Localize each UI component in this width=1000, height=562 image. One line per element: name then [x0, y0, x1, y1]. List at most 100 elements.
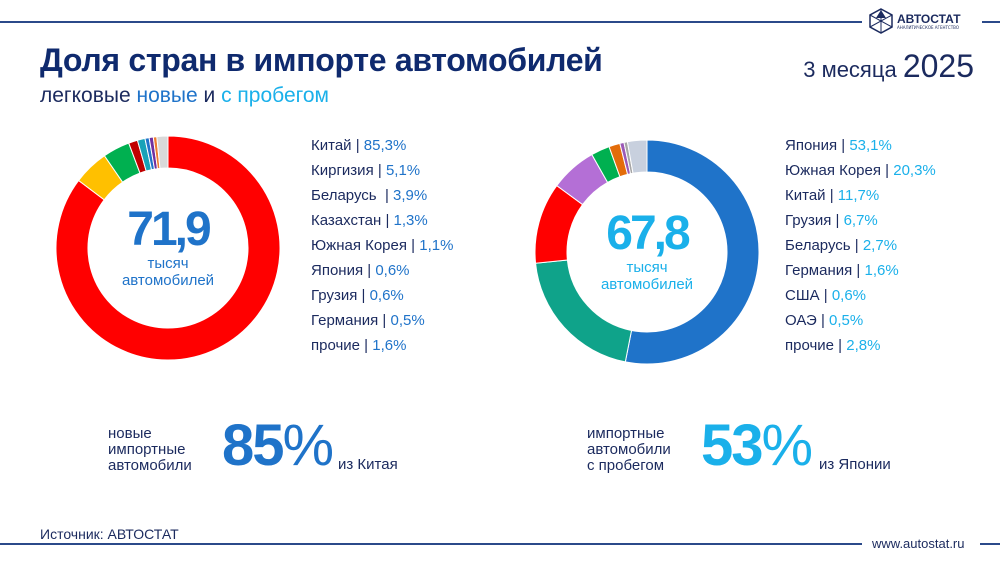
legend-country: Грузия	[785, 212, 832, 229]
legend-country: Южная Корея	[785, 162, 881, 179]
highlight-label-line: автомобили	[108, 457, 192, 474]
legend-item: Китай | 85,3%	[311, 133, 453, 158]
legend-separator: |	[373, 162, 386, 179]
legend-country: Япония	[785, 137, 838, 154]
total-unit-2: автомобилей	[600, 276, 694, 293]
source-note: Источник: АВТОСТАТ	[40, 526, 179, 542]
legend-country: Южная Корея	[311, 237, 407, 254]
brand-name: АВТОСТАТ	[897, 11, 961, 26]
brand-tagline: АНАЛИТИЧЕСКОЕ АГЕНТСТВО	[897, 24, 960, 30]
legend-item: Германия | 1,6%	[785, 258, 936, 283]
highlight-label-line: автомобили	[587, 441, 671, 458]
legend-country: Китай	[311, 137, 352, 154]
legend-item: Грузия | 0,6%	[311, 283, 453, 308]
legend-separator: |	[837, 137, 850, 154]
legend-value: 53,1%	[849, 137, 892, 154]
legend-item: ОАЭ | 0,5%	[785, 308, 936, 333]
highlight-label-line: с пробегом	[587, 457, 665, 474]
legend-country: прочие	[311, 337, 361, 354]
legend-country: Германия	[785, 262, 853, 279]
highlight-value: 53	[701, 413, 763, 478]
highlight-value: 85	[222, 413, 284, 478]
total-value: 67,8	[606, 207, 690, 260]
subtitle-new: новые	[136, 84, 198, 107]
donut-slice	[156, 135, 169, 169]
legend-country: Япония	[311, 262, 364, 279]
total-unit-1: тысяч	[626, 259, 668, 276]
legend-separator: |	[351, 137, 364, 154]
legend-value: 0,5%	[390, 312, 425, 329]
period: 3 месяца 2025	[803, 48, 974, 85]
top-rule	[0, 21, 862, 23]
donut-center-used: 67,8 тысяч автомобилей	[567, 207, 727, 294]
legend-item: Беларусь | 3,9%	[311, 183, 453, 208]
legend-country: Германия	[311, 312, 379, 329]
legend-value: 5,1%	[385, 162, 421, 179]
legend-item: Южная Корея | 20,3%	[785, 158, 936, 183]
legend-item: Киргизия | 5,1%	[311, 158, 453, 183]
subtitle-prefix: легковые	[40, 84, 137, 107]
legend-value: 2,7%	[862, 237, 898, 254]
legend-value: 1,1%	[419, 237, 454, 254]
highlight-from: из Японии	[819, 456, 891, 473]
total-value: 71,9	[127, 203, 211, 256]
highlight-label-line: импортные	[108, 441, 186, 458]
period-label: 3 месяца	[803, 57, 897, 82]
legend-item: Япония | 53,1%	[785, 133, 936, 158]
legend-value: 1,3%	[393, 212, 428, 229]
donut-slice	[55, 135, 281, 361]
subtitle-mid: и	[197, 84, 222, 107]
legend-value: 1,6%	[864, 262, 899, 279]
legend-country: прочие	[785, 337, 835, 354]
highlight-label-line: новые	[108, 425, 152, 442]
top-rule-end	[982, 21, 1000, 23]
legend-item: Беларусь | 2,7%	[785, 233, 936, 258]
legend-value: 2,8%	[846, 337, 881, 354]
highlight-from: из Китая	[338, 456, 398, 473]
legend-separator: |	[378, 312, 391, 329]
legend-item: Китай | 11,7%	[785, 183, 936, 208]
legend-item: США | 0,6%	[785, 283, 936, 308]
legend-country: Китай	[785, 187, 826, 204]
legend-separator: |	[363, 262, 376, 279]
legend-item: Германия | 0,5%	[311, 308, 453, 333]
legend-separator: |	[380, 187, 394, 204]
highlight-unit: %	[282, 413, 335, 478]
legend-country: Киргизия	[311, 162, 374, 179]
legend-used: Япония | 53,1% Южная Корея | 20,3% Китай |…	[785, 133, 936, 358]
highlight-percent: 85%	[222, 412, 335, 479]
website-link[interactable]: www.autostat.ru	[872, 536, 965, 551]
legend-separator: |	[357, 287, 370, 304]
bottom-rule	[0, 543, 862, 545]
highlight-percent: 53%	[701, 412, 814, 479]
legend-separator: |	[816, 312, 830, 329]
autostat-logo: АВТОСТАТ АНАЛИТИЧЕСКОЕ АГЕНТСТВО	[868, 8, 961, 34]
legend-item: прочие | 2,8%	[785, 333, 936, 358]
page-title: Доля стран в импорте автомобилей	[40, 42, 603, 78]
donut-chart-used	[534, 139, 760, 365]
highlight-unit: %	[761, 413, 814, 478]
legend-country: Беларусь	[311, 187, 381, 204]
legend-item: Южная Корея | 1,1%	[311, 233, 453, 258]
legend-new: Китай | 85,3% Киргизия | 5,1% Беларусь | 3…	[311, 133, 453, 358]
legend-value: 11,7%	[837, 187, 880, 204]
legend-value: 0,6%	[375, 262, 410, 279]
donut-slice	[624, 139, 760, 365]
legend-country: Казахстан	[311, 212, 382, 229]
legend-separator: |	[407, 237, 420, 254]
legend-country: США	[785, 287, 820, 304]
legend-separator: |	[360, 337, 373, 354]
legend-value: 3,9%	[393, 187, 428, 204]
subtitle-used: с пробегом	[221, 84, 329, 107]
legend-value: 85,3%	[363, 137, 407, 154]
legend-item: Грузия | 6,7%	[785, 208, 936, 233]
legend-value: 1,6%	[372, 337, 407, 354]
legend-separator: |	[881, 162, 894, 179]
legend-separator: |	[852, 262, 865, 279]
legend-country: Беларусь	[785, 237, 851, 254]
legend-item: Япония | 0,6%	[311, 258, 453, 283]
legend-country: Грузия	[311, 287, 358, 304]
legend-item: прочие | 1,6%	[311, 333, 453, 358]
period-year: 2025	[902, 48, 974, 84]
legend-separator: |	[825, 187, 838, 204]
